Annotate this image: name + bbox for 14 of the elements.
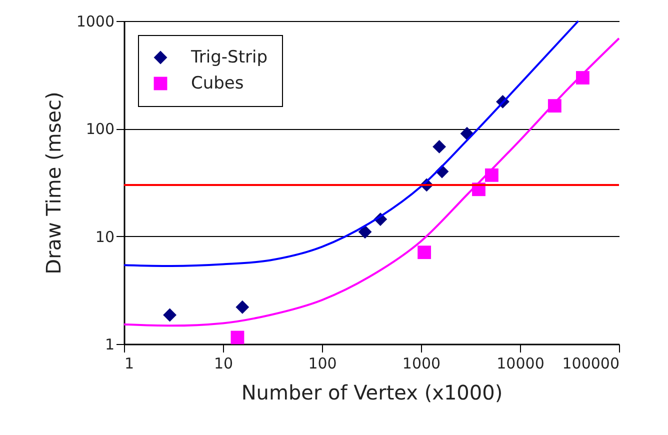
x-tick-label: 1000: [402, 354, 441, 372]
x-tick-label: 100: [308, 354, 337, 372]
x-tick-label: 1: [124, 354, 134, 372]
y-tick-label: 1: [104, 336, 114, 354]
y-tick-label: 100: [86, 120, 114, 138]
x-tick-label: 10000: [496, 354, 544, 372]
legend-label: Trig-Strip: [190, 48, 268, 68]
y-tick-label: 1000: [76, 12, 114, 30]
x-axis-title: Number of Vertex (x1000): [241, 380, 503, 404]
x-tick-label: 100000: [562, 354, 620, 372]
x-tick-label: 10: [214, 354, 234, 372]
y-axis-title: Draw Time (msec): [41, 92, 66, 274]
legend-label: Cubes: [191, 74, 244, 94]
y-tick-label: 10: [95, 228, 114, 246]
